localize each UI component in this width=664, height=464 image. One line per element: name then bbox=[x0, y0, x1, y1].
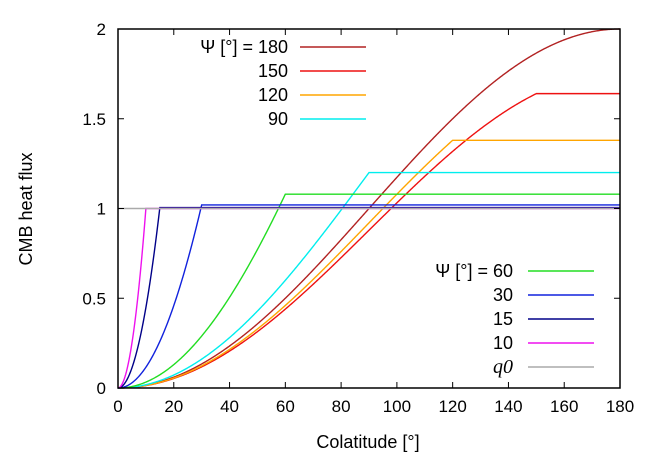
x-tick-label: 60 bbox=[276, 397, 295, 416]
y-axis-label: CMB heat flux bbox=[16, 152, 36, 265]
legend-label-90: 90 bbox=[268, 109, 288, 129]
series-line-120 bbox=[118, 139, 620, 389]
x-tick-label: 20 bbox=[164, 397, 183, 416]
legend-label-15: 15 bbox=[493, 309, 513, 329]
legend: Ψ [°] = 180 150 120 90 Ψ [°] = 60 30 15 10 q0 bbox=[200, 37, 594, 378]
x-tick-label: 180 bbox=[606, 397, 634, 416]
x-tick-label: 140 bbox=[494, 397, 522, 416]
x-tick-label: 80 bbox=[332, 397, 351, 416]
y-tick-label: 1.5 bbox=[82, 110, 106, 129]
legend-label-180: Ψ [°] = 180 bbox=[200, 37, 288, 57]
series-line-90 bbox=[118, 171, 620, 389]
legend-label-150: 150 bbox=[258, 61, 288, 81]
series-line-15 bbox=[117, 206, 620, 389]
x-tick-label: 120 bbox=[438, 397, 466, 416]
series-lines bbox=[117, 28, 620, 389]
legend-label-120: 120 bbox=[258, 85, 288, 105]
x-tick-label: 100 bbox=[383, 397, 411, 416]
series-line-10 bbox=[117, 207, 620, 389]
series-line-150 bbox=[118, 92, 620, 389]
legend-label-30: 30 bbox=[493, 285, 513, 305]
legend-label-q0: q0 bbox=[493, 356, 513, 378]
x-axis-label: Colatitude [°] bbox=[316, 432, 419, 452]
y-tick-label: 1 bbox=[97, 200, 106, 219]
x-tick-label: 160 bbox=[550, 397, 578, 416]
x-tick-label: 0 bbox=[113, 397, 122, 416]
x-tick-label: 40 bbox=[220, 397, 239, 416]
y-tick-label: 2 bbox=[97, 20, 106, 39]
legend-label-60: Ψ [°] = 60 bbox=[435, 261, 513, 281]
y-tick-label: 0 bbox=[97, 379, 106, 398]
series-line-60 bbox=[118, 193, 620, 389]
series-line-30 bbox=[117, 204, 620, 389]
y-tick-label: 0.5 bbox=[82, 289, 106, 308]
legend-label-10: 10 bbox=[493, 333, 513, 353]
axis-ticks: 0 20 40 60 80 100 120 140 160 180 0 0.5 1 1.5 2 bbox=[82, 20, 634, 416]
